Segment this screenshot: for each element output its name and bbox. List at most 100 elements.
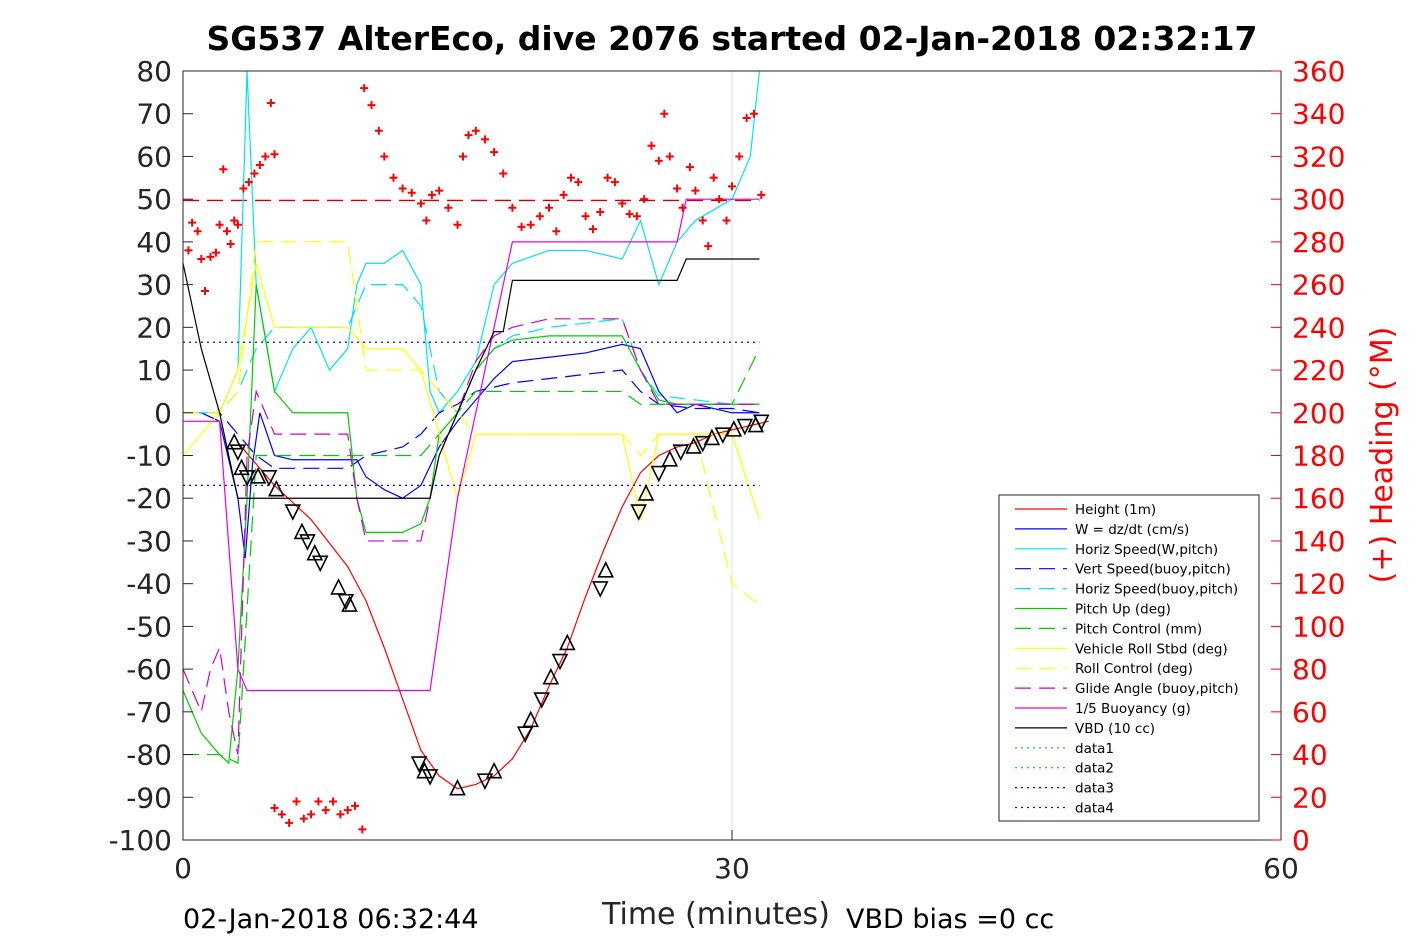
legend-label-0: Height (1m) xyxy=(1075,502,1156,518)
legend-label-12: data1 xyxy=(1075,741,1114,757)
heading-point-72 xyxy=(660,109,669,118)
heading-point-48 xyxy=(471,126,480,135)
heading-point-73 xyxy=(665,152,674,161)
heading-point-68 xyxy=(632,212,641,221)
y-right-tick-label-180: 180 xyxy=(1292,440,1345,473)
heading-point-79 xyxy=(704,242,713,251)
series-line-9 xyxy=(183,318,760,755)
x-axis-label: Time (minutes) xyxy=(601,897,830,932)
heading-point-49 xyxy=(480,135,489,144)
heading-point-5 xyxy=(206,252,215,261)
heading-point-84 xyxy=(735,152,744,161)
heading-point-69 xyxy=(640,195,649,204)
dive-triangle-34 xyxy=(685,437,702,454)
heading-point-87 xyxy=(757,190,766,199)
dive-triangle-4 xyxy=(249,467,267,484)
y-tick-label--80: -80 xyxy=(126,739,172,772)
y-right-tick-label-240: 240 xyxy=(1292,311,1345,344)
heading-point-47 xyxy=(464,131,473,140)
series-line-8 xyxy=(183,241,760,606)
y-tick-label-70: 70 xyxy=(136,98,172,131)
heading-point-4 xyxy=(200,287,209,296)
heading-point-57 xyxy=(552,227,561,236)
heading-point-38 xyxy=(398,184,407,193)
heading-point-43 xyxy=(435,186,444,195)
y-tick-label--60: -60 xyxy=(126,653,172,686)
footer-vbd-bias: VBD bias =0 cc xyxy=(846,904,1054,935)
y-tick-label-10: 10 xyxy=(136,354,172,387)
y-right-tick-label-100: 100 xyxy=(1292,610,1345,643)
y-tick-label--90: -90 xyxy=(126,781,172,814)
plot-content xyxy=(183,71,770,834)
heading-point-62 xyxy=(588,225,597,234)
dive-triangle-23 xyxy=(533,692,550,709)
dive-triangle-20 xyxy=(485,761,503,779)
y-right-tick-label-160: 160 xyxy=(1292,482,1345,515)
series-line-5 xyxy=(183,284,760,765)
heading-point-33 xyxy=(360,84,369,93)
legend-label-5: Pitch Up (deg) xyxy=(1075,602,1171,618)
series-line-3 xyxy=(183,369,760,469)
dive-triangle-24 xyxy=(542,667,560,685)
y-tick-label-20: 20 xyxy=(136,311,172,344)
heading-point-40 xyxy=(416,199,425,208)
heading-point-37 xyxy=(389,173,398,182)
y-tick-label-0: 0 xyxy=(154,397,172,430)
heading-point-46 xyxy=(458,152,467,161)
right-axis-label: (+) Heading (°M) xyxy=(1365,327,1400,584)
legend-label-4: Horiz Speed(buoy,pitch) xyxy=(1075,582,1238,598)
dive-triangle-25 xyxy=(551,653,569,671)
heading-point-67 xyxy=(625,210,634,219)
legend-label-1: W = dz/dt (cm/s) xyxy=(1075,522,1189,538)
heading-point-60 xyxy=(574,178,583,187)
heading-point-15 xyxy=(250,169,259,178)
y-right-tick-label-200: 200 xyxy=(1292,397,1345,430)
x-tick-label-0: 0 xyxy=(174,852,192,885)
heading-point-29 xyxy=(336,810,345,819)
y-right-tick-label-120: 120 xyxy=(1292,568,1345,601)
y-right-tick-label-360: 360 xyxy=(1292,55,1345,88)
y-tick-label-60: 60 xyxy=(136,140,172,173)
legend-label-6: Pitch Control (mm) xyxy=(1075,621,1202,637)
dive-triangle-1 xyxy=(229,444,247,462)
dive-triangle-31 xyxy=(650,465,668,483)
heading-point-12 xyxy=(233,220,242,229)
y-tick-label--50: -50 xyxy=(126,610,172,643)
heading-point-42 xyxy=(427,190,436,199)
y-tick-label-40: 40 xyxy=(136,226,172,259)
y-right-tick-label-40: 40 xyxy=(1292,739,1328,772)
heading-point-27 xyxy=(321,806,330,815)
x-tick-label-30: 30 xyxy=(714,852,750,885)
y-tick-label--70: -70 xyxy=(126,696,172,729)
heading-point-71 xyxy=(654,156,663,165)
heading-point-6 xyxy=(211,248,220,257)
dive-triangle-39 xyxy=(736,418,754,436)
heading-point-18 xyxy=(266,99,275,108)
y-tick-label-80: 80 xyxy=(136,55,172,88)
y-tick-label--30: -30 xyxy=(126,525,172,558)
series-line-10 xyxy=(183,198,760,692)
heading-point-3 xyxy=(197,254,206,263)
heading-point-77 xyxy=(691,186,700,195)
legend-label-3: Vert Speed(buoy,pitch) xyxy=(1075,562,1231,578)
heading-point-35 xyxy=(374,126,383,135)
heading-point-17 xyxy=(261,152,270,161)
heading-point-44 xyxy=(444,203,453,212)
heading-point-74 xyxy=(673,184,682,193)
y-right-tick-label-300: 300 xyxy=(1292,183,1345,216)
heading-point-9 xyxy=(222,227,231,236)
y-right-tick-label-320: 320 xyxy=(1292,140,1345,173)
heading-point-58 xyxy=(559,190,568,199)
heading-point-56 xyxy=(545,203,553,212)
heading-point-22 xyxy=(285,818,294,827)
dive-triangle-27 xyxy=(591,581,609,598)
heading-point-80 xyxy=(709,173,718,182)
heading-point-7 xyxy=(215,220,224,229)
y-right-tick-label-60: 60 xyxy=(1292,696,1328,729)
heading-point-82 xyxy=(722,216,731,225)
heading-point-64 xyxy=(603,173,612,182)
y-right-tick-label-20: 20 xyxy=(1292,781,1328,814)
heading-point-81 xyxy=(715,195,724,204)
heading-point-14 xyxy=(244,178,253,187)
